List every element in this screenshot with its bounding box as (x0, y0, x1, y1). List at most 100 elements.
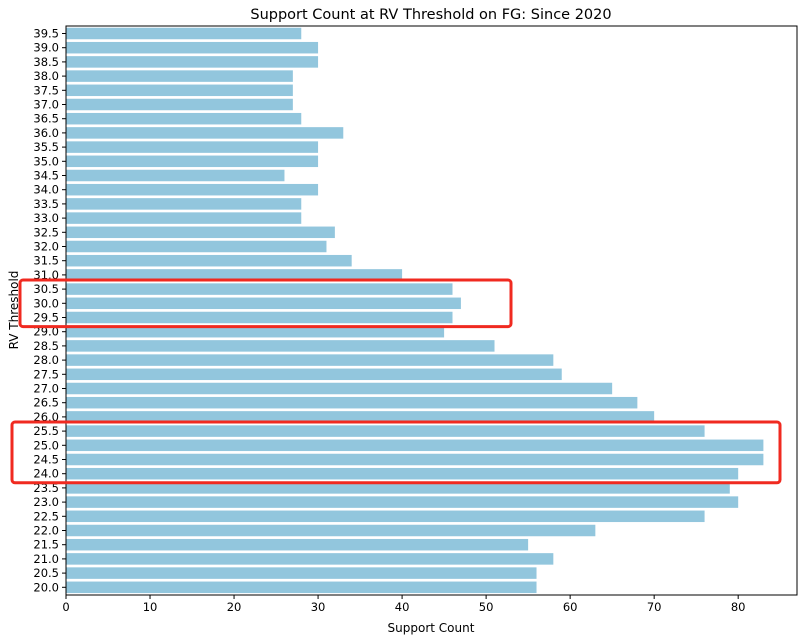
bar-33.0 (66, 212, 302, 224)
x-tick-label: 20 (227, 600, 242, 614)
y-tick-label: 26.0 (33, 410, 59, 424)
y-tick-label: 29.0 (33, 325, 59, 339)
bar-34.0 (66, 183, 319, 196)
bars-group (66, 27, 764, 594)
y-tick-label: 31.0 (33, 268, 59, 282)
bar-23.0 (66, 496, 739, 508)
bar-32.5 (66, 226, 335, 239)
y-tick-label: 35.5 (33, 140, 59, 154)
bar-30.5 (66, 283, 453, 295)
y-tick-label: 38.0 (33, 69, 59, 83)
x-tick-label: 50 (479, 600, 494, 614)
bar-36.0 (66, 127, 344, 139)
y-tick-label: 24.5 (33, 453, 59, 467)
y-tick-label: 32.5 (33, 225, 59, 239)
bar-36.5 (66, 112, 302, 125)
bar-37.0 (66, 98, 293, 111)
y-tick-label: 30.5 (33, 282, 59, 296)
y-tick-label: 33.5 (33, 197, 59, 211)
highlights-group (10, 278, 782, 485)
y-tick-label: 26.5 (33, 396, 59, 410)
y-tick-label: 22.5 (33, 509, 59, 523)
y-tick-label: 36.0 (33, 126, 59, 140)
bar-30.0 (66, 297, 461, 310)
highlight-box-2 (10, 420, 782, 485)
y-axis-label: RV Threshold (7, 271, 21, 350)
bar-33.5 (66, 198, 302, 210)
x-tick-label: 70 (647, 600, 662, 614)
bar-26.5 (66, 396, 638, 409)
x-tick-label: 60 (563, 600, 578, 614)
x-tick-label: 40 (395, 600, 410, 614)
bar-23.5 (66, 482, 730, 494)
y-tick-label: 22.0 (33, 524, 59, 538)
bar-37.5 (66, 84, 293, 97)
y-tick-label: 30.0 (33, 296, 59, 310)
y-tick-label: 23.5 (33, 481, 59, 495)
bar-32.0 (66, 240, 327, 253)
bar-35.5 (66, 141, 319, 153)
y-tick-label: 25.5 (33, 424, 59, 438)
y-tick-label: 35.0 (33, 154, 59, 168)
x-tick-label: 80 (731, 600, 746, 614)
y-tick-label: 31.5 (33, 254, 59, 268)
bar-27.5 (66, 368, 562, 381)
bar-25.0 (66, 439, 764, 452)
y-tick-label: 39.0 (33, 41, 59, 55)
y-tick-label: 25.0 (33, 438, 59, 452)
y-tick-label: 34.5 (33, 169, 59, 183)
bar-27.0 (66, 382, 613, 395)
y-tick-label: 38.5 (33, 55, 59, 69)
x-tick-label: 0 (62, 600, 69, 614)
y-tick-label: 39.5 (33, 27, 59, 41)
bar-38.0 (66, 70, 293, 82)
y-tick-label: 27.0 (33, 382, 59, 396)
x-tick-label: 30 (311, 600, 326, 614)
y-tick-label: 21.5 (33, 538, 59, 552)
y-tick-label: 27.5 (33, 367, 59, 381)
y-ticks-group: 39.539.038.538.037.537.036.536.035.535.0… (33, 27, 66, 594)
y-tick-label: 24.0 (33, 467, 59, 481)
plot-frame (65, 25, 798, 596)
bar-35.0 (66, 155, 319, 168)
y-tick-label: 29.5 (33, 311, 59, 325)
bar-22.0 (66, 524, 596, 537)
bar-28.5 (66, 340, 495, 352)
y-tick-label: 20.0 (33, 580, 59, 594)
x-axis-label: Support Count (388, 621, 475, 635)
bar-24.0 (66, 467, 739, 480)
bar-25.5 (66, 425, 705, 437)
bar-28.0 (66, 354, 554, 366)
bar-29.0 (66, 325, 445, 338)
x-tick-label: 10 (143, 600, 158, 614)
bar-34.5 (66, 169, 285, 182)
bar-21.5 (66, 538, 529, 551)
highlight-box-1 (18, 278, 513, 329)
bar-20.0 (66, 581, 537, 594)
y-tick-label: 32.0 (33, 240, 59, 254)
bar-31.5 (66, 254, 352, 267)
y-tick-label: 33.0 (33, 211, 59, 225)
bar-22.5 (66, 510, 705, 523)
bar-31.0 (66, 269, 403, 281)
y-tick-label: 37.5 (33, 83, 59, 97)
y-tick-label: 37.0 (33, 98, 59, 112)
y-tick-label: 34.0 (33, 183, 59, 197)
y-tick-label: 36.5 (33, 112, 59, 126)
y-tick-label: 20.5 (33, 566, 59, 580)
bar-29.5 (66, 311, 453, 324)
bar-24.5 (66, 453, 764, 466)
bar-20.5 (66, 567, 537, 579)
y-tick-label: 23.0 (33, 495, 59, 509)
y-tick-label: 28.0 (33, 353, 59, 367)
bar-39.0 (66, 41, 319, 54)
bar-39.5 (66, 27, 302, 40)
bar-21.0 (66, 553, 554, 565)
chart-title: Support Count at RV Threshold on FG: Sin… (250, 7, 611, 23)
x-ticks-group: 0 10 20 30 40 50 60 70 80 (62, 595, 746, 614)
bar-38.5 (66, 56, 319, 68)
y-tick-label: 21.0 (33, 552, 59, 566)
bar-26.0 (66, 411, 655, 423)
y-tick-label: 28.5 (33, 339, 59, 353)
